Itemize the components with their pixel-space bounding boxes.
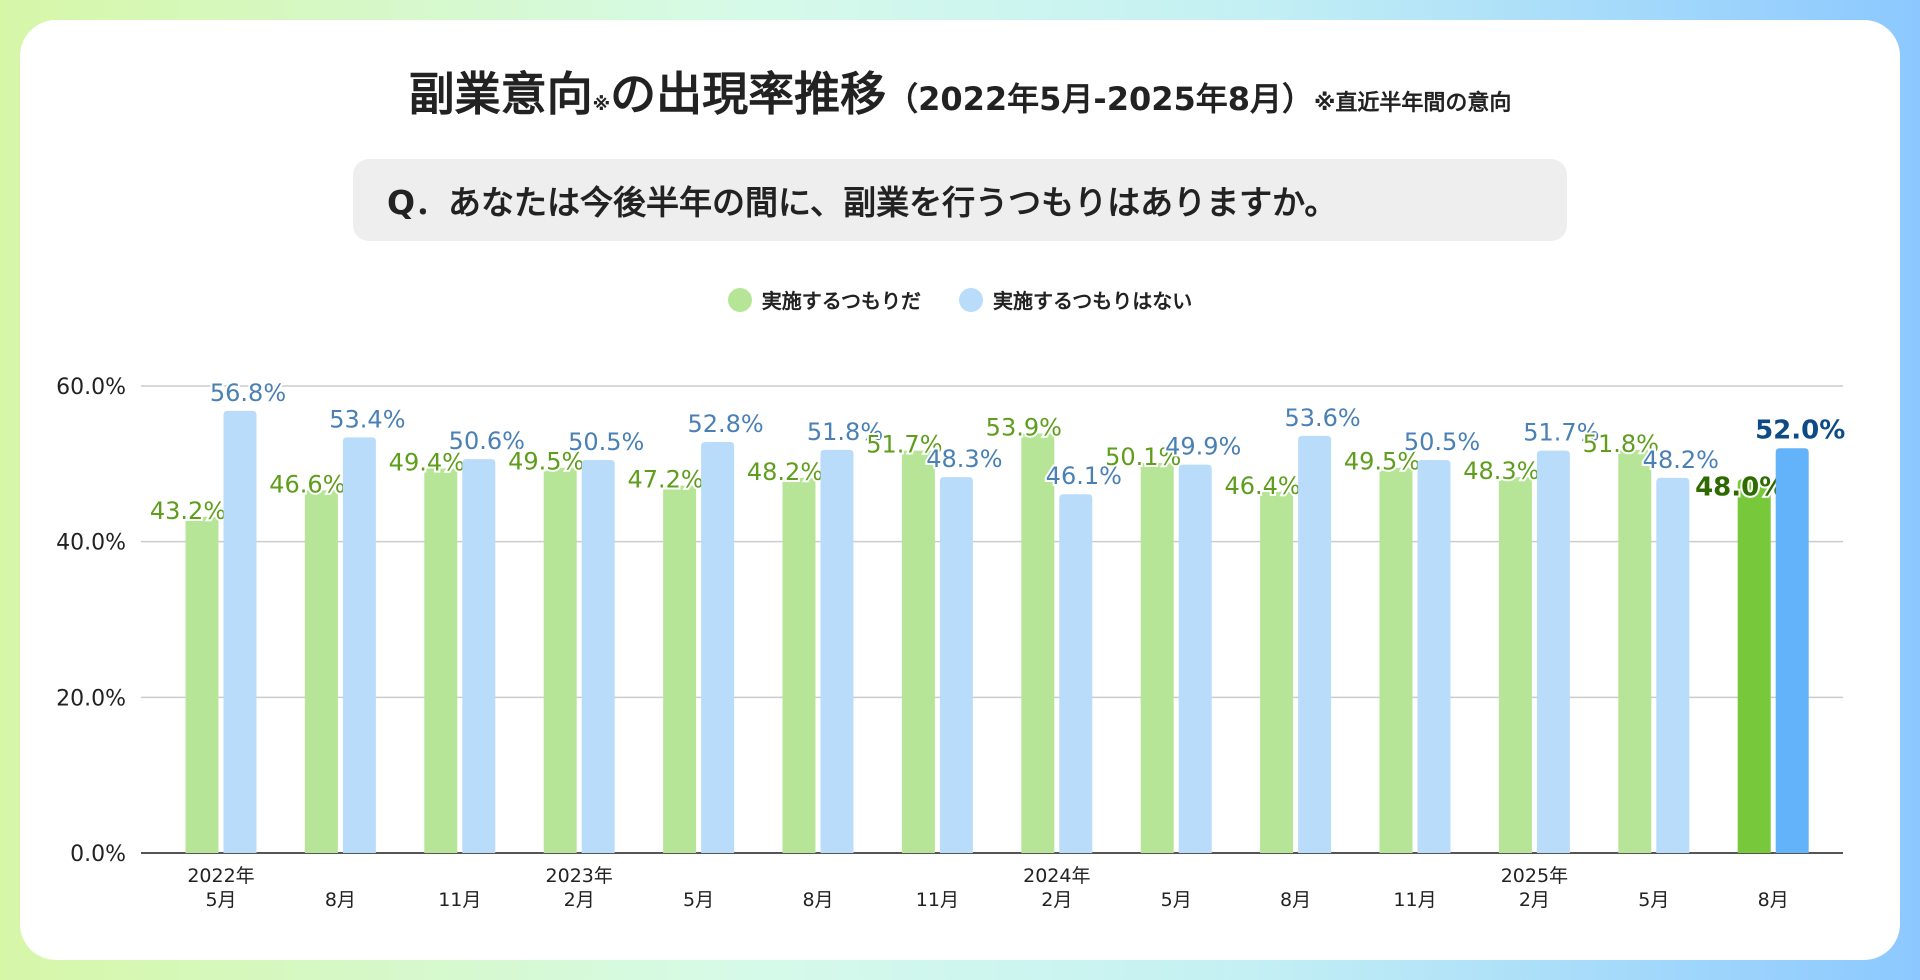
bar-no — [1536, 450, 1570, 853]
bar-no — [462, 459, 496, 853]
data-label: 48.0% — [1695, 472, 1785, 502]
bar-yes — [901, 450, 935, 853]
bar-yes — [1618, 449, 1652, 853]
y-tick-label: 20.0% — [56, 686, 126, 711]
x-tick-label: 5月 — [205, 889, 236, 911]
data-label: 49.5% — [508, 448, 584, 476]
x-tick-label: 2月 — [1519, 889, 1550, 911]
x-tick-year: 2025年 — [1501, 865, 1568, 887]
x-tick-label: 8月 — [1280, 889, 1311, 911]
x-tick-year: 2022年 — [187, 865, 254, 887]
bar-no — [223, 410, 257, 853]
bar-no — [1656, 477, 1690, 853]
y-tick-label: 0.0% — [70, 842, 126, 867]
bar-yes — [185, 516, 219, 853]
legend-item-yes: 実施するつもりだ — [727, 285, 921, 314]
bar-yes — [1021, 433, 1055, 853]
data-label: 46.6% — [269, 470, 345, 498]
x-tick-label: 8月 — [802, 889, 833, 911]
data-label: 48.2% — [747, 458, 823, 486]
data-label: 50.6% — [449, 427, 525, 455]
data-label: 50.1% — [1105, 443, 1181, 471]
data-label: 50.5% — [1404, 428, 1480, 456]
data-label: 50.5% — [568, 428, 644, 456]
x-tick-label: 11月 — [438, 889, 481, 911]
legend: 実施するつもりだ 実施するつもりはない — [0, 285, 1920, 314]
data-label: 43.2% — [150, 497, 226, 525]
bar-yes — [304, 490, 338, 853]
bar-yes — [1498, 477, 1532, 853]
legend-item-no: 実施するつもりはない — [959, 285, 1192, 314]
bar-no — [1178, 464, 1212, 853]
data-label: 51.7% — [866, 431, 942, 459]
x-tick-year: 2023年 — [546, 865, 613, 887]
data-label: 53.4% — [329, 405, 405, 433]
legend-swatch-no — [959, 287, 983, 312]
x-tick-label: 11月 — [1393, 889, 1436, 911]
data-label: 53.6% — [1284, 404, 1360, 432]
bar-yes — [1737, 479, 1771, 853]
bar-yes — [424, 468, 458, 853]
legend-swatch-yes — [727, 287, 752, 312]
data-label: 56.8% — [210, 379, 286, 407]
data-label: 46.4% — [1224, 472, 1300, 500]
x-tick-year: 2024年 — [1023, 865, 1090, 887]
bar-yes — [1260, 491, 1294, 853]
data-label: 51.8% — [1583, 430, 1659, 458]
chart-title: 副業意向※の出現率推移（2022年5月-2025年8月）※直近半年間の意向 — [408, 67, 1512, 121]
data-label: 48.3% — [926, 445, 1002, 473]
x-tick-label: 5月 — [1161, 889, 1192, 911]
bar-no — [1775, 448, 1809, 853]
data-label: 46.1% — [1046, 462, 1122, 490]
bar-yes — [1379, 467, 1413, 853]
x-tick-label: 8月 — [1758, 889, 1789, 911]
x-tick-label: 11月 — [916, 889, 959, 911]
bar-no — [1417, 459, 1451, 853]
bar-yes — [663, 485, 697, 853]
bar-no — [581, 459, 615, 853]
data-label: 48.3% — [1463, 457, 1539, 485]
data-label: 53.9% — [986, 413, 1062, 441]
bar-no — [1298, 435, 1332, 853]
x-tick-label: 5月 — [683, 889, 714, 911]
bar-yes — [1140, 463, 1174, 853]
data-label: 52.8% — [687, 410, 763, 438]
question-box: Q．あなたは今後半年の間に、副業を行うつもりはありますか。 — [353, 159, 1567, 241]
data-label: 51.8% — [807, 418, 883, 446]
bar-no — [701, 442, 735, 853]
data-label: 49.5% — [1344, 448, 1420, 476]
y-tick-label: 40.0% — [56, 531, 126, 556]
bar-no — [342, 437, 376, 853]
x-tick-label: 2月 — [1041, 889, 1072, 911]
data-label: 49.9% — [1165, 433, 1241, 461]
data-label: 48.2% — [1643, 446, 1719, 474]
x-tick-label: 2月 — [564, 889, 595, 911]
data-label: 52.0% — [1755, 415, 1845, 445]
bar-no — [939, 477, 973, 853]
bar-no — [820, 449, 854, 853]
data-label: 47.2% — [627, 466, 703, 494]
data-label: 51.7% — [1523, 419, 1599, 447]
bar-yes — [543, 467, 577, 853]
bar-no — [1059, 494, 1093, 853]
question-text: Q．あなたは今後半年の間に、副業を行うつもりはありますか。 — [387, 183, 1338, 222]
data-label: 49.4% — [389, 449, 465, 477]
x-tick-label: 5月 — [1638, 889, 1669, 911]
x-tick-label: 8月 — [325, 889, 356, 911]
bar-yes — [782, 477, 816, 853]
y-tick-label: 60.0% — [56, 375, 126, 400]
